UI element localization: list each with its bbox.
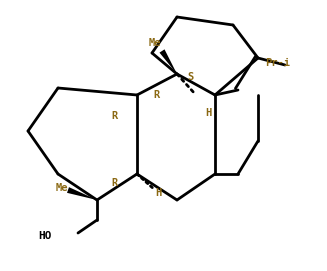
Text: S: S: [187, 72, 193, 82]
Text: H: H: [155, 188, 161, 198]
Polygon shape: [160, 49, 177, 74]
Text: R: R: [154, 90, 160, 100]
Text: Pr-i: Pr-i: [266, 58, 290, 68]
Text: HO: HO: [38, 231, 52, 241]
Polygon shape: [67, 187, 97, 200]
Text: R: R: [112, 178, 118, 188]
Text: H: H: [205, 108, 211, 118]
Text: R: R: [112, 111, 118, 121]
Text: Me: Me: [149, 38, 161, 48]
Text: Me: Me: [56, 183, 68, 193]
